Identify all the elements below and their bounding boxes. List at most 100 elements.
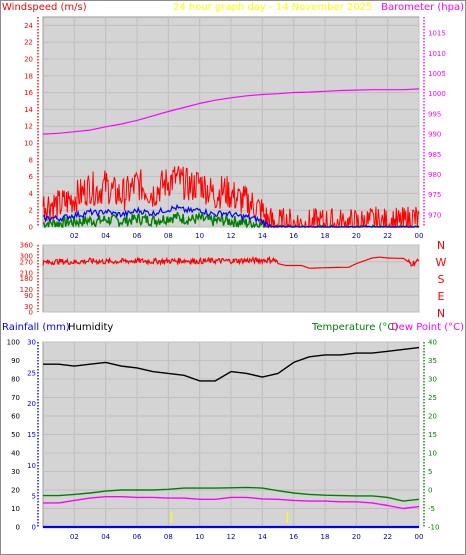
windspeed-axis-title: Windspeed (m/s) <box>2 2 87 13</box>
barometer-tick-label: 970 <box>428 211 441 219</box>
humidity-tick-label: 70 <box>11 394 20 402</box>
temperature-tick-label: 10 <box>428 450 437 458</box>
barometer-tick-label: 1005 <box>428 70 446 78</box>
windspeed-tick-label: 24 <box>24 22 33 30</box>
time-tick-label: 00 <box>415 533 424 541</box>
humidity-tick-label: 30 <box>11 468 20 476</box>
barometer-line <box>42 88 420 135</box>
time-tick-label: 04 <box>101 232 110 240</box>
time-tick-label: 16 <box>289 533 298 541</box>
windspeed-tick-label: 2 <box>29 207 33 215</box>
humidity-tick-label: 40 <box>11 450 20 458</box>
temperature-axis-title: Temperature (°C) <box>311 322 398 333</box>
time-tick-label: 18 <box>321 232 330 240</box>
windspeed-tick-label: 20 <box>24 56 33 64</box>
direction-tick-label: 180 <box>20 275 33 283</box>
temperature-tick-label: -10 <box>428 524 439 532</box>
time-tick-label: 22 <box>383 232 392 240</box>
windspeed-tick-label: 22 <box>24 39 33 47</box>
time-tick-label: 04 <box>101 533 110 541</box>
barometer-tick-label: 975 <box>428 191 441 199</box>
barometer-axis-title: Barometer (hpa) <box>381 2 464 13</box>
windspeed-tick-label: 10 <box>24 140 33 148</box>
windspeed-tick-label: 16 <box>24 89 33 97</box>
windspeed-tick-label: 6 <box>29 173 34 181</box>
barometer-tick-label: 1000 <box>428 90 446 98</box>
barometer-tick-label: 1010 <box>428 50 446 58</box>
temperature-tick-label: 40 <box>428 339 437 347</box>
windspeed-tick-label: 14 <box>24 106 33 114</box>
temperature-tick-label: -5 <box>428 505 435 513</box>
windspeed-tick-label: 12 <box>24 123 33 131</box>
average-wind-line <box>42 203 419 229</box>
graph-title: 24 hour graph day - 14 November 2025 <box>173 2 372 13</box>
time-tick-label: 16 <box>289 232 298 240</box>
compass-label: N <box>437 239 445 252</box>
rainfall-tick-label: 10 <box>27 462 36 470</box>
time-tick-label: 14 <box>258 533 267 541</box>
barometer-tick-label: 990 <box>428 131 441 139</box>
rainfall-tick-label: 20 <box>27 400 36 408</box>
time-tick-label: 14 <box>258 232 267 240</box>
windspeed-tick-label: 4 <box>29 190 34 198</box>
compass-label: E <box>438 290 445 303</box>
humidity-tick-label: 0 <box>16 524 20 532</box>
temperature-tick-label: 15 <box>428 431 437 439</box>
time-tick-label: 22 <box>383 533 392 541</box>
time-tick-label: 12 <box>227 533 236 541</box>
humidity-tick-label: 50 <box>11 431 20 439</box>
humidity-axis-title: Humidity <box>68 322 113 333</box>
rainfall-axis-title: Rainfall (mm) <box>2 322 70 333</box>
time-tick-label: 10 <box>195 232 204 240</box>
time-tick-label: 00 <box>415 232 424 240</box>
direction-minor-tick-label: 210 <box>20 269 33 277</box>
time-tick-label: 02 <box>70 232 79 240</box>
temperature-line <box>43 486 420 502</box>
rain-humidity-temperature-panel: 0102030405060708090100051015202530-10-50… <box>7 339 440 542</box>
humidity-tick-label: 90 <box>11 357 20 365</box>
windspeed-tick-label: 8 <box>29 156 33 164</box>
windspeed-tick-label: 0 <box>29 224 33 232</box>
direction-tick-label: 0 <box>29 309 33 317</box>
temperature-tick-label: 35 <box>428 357 437 365</box>
time-tick-label: 12 <box>227 232 236 240</box>
humidity-tick-label: 80 <box>11 376 20 384</box>
time-tick-label: 06 <box>133 533 142 541</box>
time-tick-label: 20 <box>352 533 361 541</box>
direction-minor-tick-label: 30 <box>24 303 33 311</box>
direction-tick-label: 90 <box>24 292 33 300</box>
temperature-tick-label: 20 <box>428 413 437 421</box>
rainfall-tick-label: 25 <box>27 369 36 377</box>
rainfall-tick-label: 5 <box>32 493 36 501</box>
wind-direction-line <box>42 255 420 269</box>
calm-wind-line <box>42 211 420 229</box>
time-tick-label: 02 <box>70 533 79 541</box>
wind-pressure-panel: 0246810121416182022249709759809859909951… <box>24 16 446 240</box>
direction-tick-label: 360 <box>20 242 33 250</box>
wind-gust-line <box>42 166 420 229</box>
humidity-tick-label: 20 <box>11 487 20 495</box>
compass-label: S <box>438 273 445 286</box>
time-tick-label: 08 <box>164 232 173 240</box>
direction-tick-label: 270 <box>20 258 33 266</box>
compass-label: W <box>436 256 447 269</box>
dew-point-line <box>43 496 420 510</box>
time-tick-label: 18 <box>321 533 330 541</box>
temperature-tick-label: 5 <box>428 468 432 476</box>
direction-minor-tick-label: 120 <box>20 286 33 294</box>
barometer-tick-label: 1015 <box>428 30 446 38</box>
temperature-tick-label: 30 <box>428 376 437 384</box>
windspeed-tick-label: 18 <box>24 72 33 80</box>
time-tick-label: 10 <box>195 533 204 541</box>
barometer-tick-label: 985 <box>428 151 441 159</box>
humidity-tick-label: 10 <box>11 505 20 513</box>
rainfall-tick-label: 15 <box>27 431 36 439</box>
time-tick-label: 20 <box>352 232 361 240</box>
time-tick-label: 08 <box>164 533 173 541</box>
humidity-tick-label: 60 <box>11 413 20 421</box>
rainfall-tick-label: 0 <box>32 524 36 532</box>
barometer-tick-label: 980 <box>428 171 441 179</box>
